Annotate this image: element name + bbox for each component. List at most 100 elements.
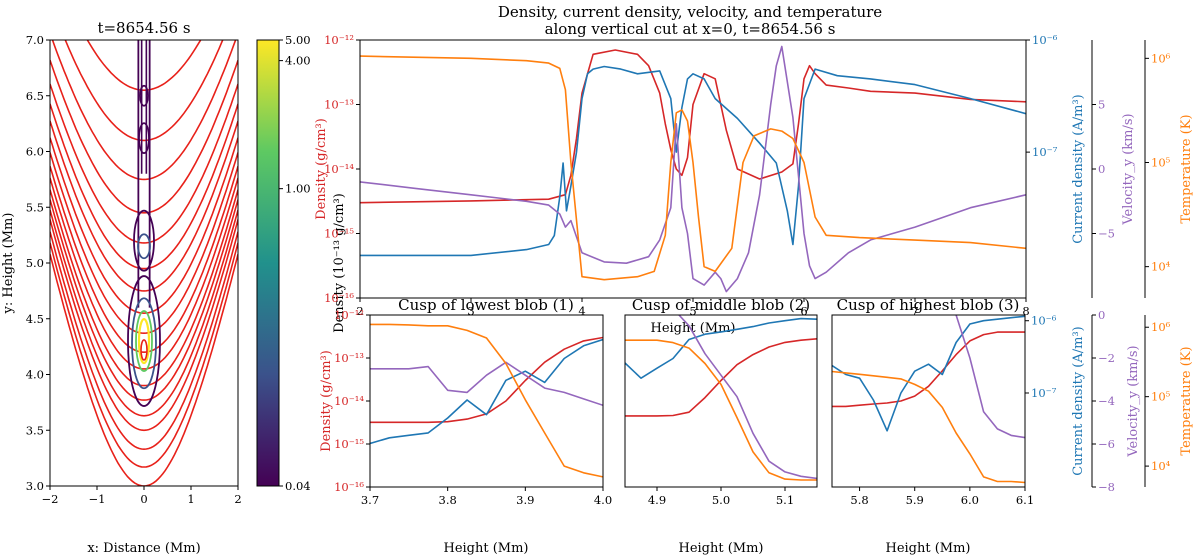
velocity-axis-label: Velocity_y (km/s) [1121, 113, 1136, 225]
cusp-density-axis-label: Density (g/cm³) [319, 350, 334, 452]
cut-series [360, 45, 1026, 293]
field-line [50, 152, 238, 335]
map-y-tick-label: 5.5 [26, 200, 44, 214]
current-axis-tick-label: 10⁻⁶ [1032, 33, 1058, 47]
density-contour [131, 297, 157, 390]
colorbar: 5.00 4.00 1.00 0.04 Density (10⁻¹³ g/cm³) [256, 33, 347, 493]
map-x-label: x: Distance (Mm) [87, 541, 200, 556]
series-line-temperature [832, 370, 1025, 484]
series-line-density [360, 49, 1026, 204]
density-contour [137, 40, 151, 308]
cusp-temperature-axis-tick-label: 10⁴ [1151, 459, 1171, 473]
cusp-density-axis-tick-label: 10⁻¹⁶ [334, 480, 364, 494]
series-line-density [370, 336, 603, 424]
field-line [50, 199, 238, 401]
density-map-panel: t=8654.56 s −2 −1 0 1 2 3.0 3.5 4.0 4.5 5.0 5.5 6.… [1, 19, 242, 556]
density-contour [138, 122, 150, 155]
cusp1-title: Cusp of lowest blob (1) [398, 296, 574, 314]
field-line [50, 242, 238, 468]
map-y-label: y: Height (Mm) [1, 213, 16, 315]
cusp-velocity-axis-label: Velocity_y (km/s) [1126, 345, 1141, 457]
map-y-tick-label: 6.5 [26, 89, 44, 103]
current-axis-tick-label: 10⁻⁷ [1032, 145, 1058, 159]
series-line-temperature [625, 339, 817, 481]
field-line [50, 189, 238, 387]
cusp1-frame [369, 314, 604, 488]
cusp-density-axis-tick-label: 10⁻¹² [334, 308, 364, 322]
x-tick-label: 4 [578, 304, 585, 318]
colorbar-gradient [256, 39, 280, 487]
x-tick-label: 5.1 [776, 493, 794, 507]
colorbar-tick-label: 4.00 [285, 54, 311, 68]
field-lines [50, 40, 238, 486]
x-tick-label: 3.7 [361, 493, 379, 507]
cusp-velocity-axis-tick-label: −2 [1098, 351, 1115, 365]
series-line-current [370, 338, 603, 445]
x-tick-label: 5.0 [712, 493, 730, 507]
map-title: t=8654.56 s [97, 19, 190, 37]
map-x-tick-label: 2 [234, 492, 241, 506]
density-contour [127, 275, 161, 407]
cusp-axes: 3.7 3.8 3.9 4.0 4.9 5.0 5.1 5.8 5.9 6.0 6.1 10⁻¹² 10… [319, 308, 1194, 507]
field-line [51, 40, 237, 181]
cusp-temperature-axis-label: Temperature (K) [1179, 346, 1194, 455]
cusp-density-axis-tick-label: 10⁻¹⁵ [334, 437, 364, 451]
map-x-ticks: −2 −1 0 1 2 [42, 486, 242, 506]
velocity-axis-tick-label: 5 [1098, 98, 1105, 112]
cusp1-x-label: Height (Mm) [443, 541, 528, 556]
x-tick-label: 5.8 [850, 493, 868, 507]
density-contour [135, 310, 153, 372]
cusp-velocity-axis-tick-label: −4 [1098, 394, 1115, 408]
x-tick-label: 8 [1022, 304, 1029, 318]
field-line [64, 40, 224, 142]
cut-title: Density, current density, velocity, and … [498, 3, 882, 21]
colorbar-label: Density (10⁻¹³ g/cm³) [332, 193, 347, 333]
cusp3-series [832, 315, 1025, 484]
cusp-temperature-axis-tick-label: 10⁵ [1151, 390, 1171, 404]
series-line-temperature [370, 323, 603, 478]
density-axis-tick-label: 10⁻¹⁶ [324, 291, 354, 305]
current-axis-label: Current density (A/m³) [1071, 94, 1086, 244]
map-y-tick-label: 4.0 [26, 368, 44, 382]
map-y-ticks: 3.0 3.5 4.0 4.5 5.0 5.5 6.0 6.5 7.0 [26, 33, 50, 493]
x-tick-label: 6 [800, 304, 807, 318]
field-line [50, 209, 238, 417]
series-line-velocity [677, 315, 817, 480]
field-line [50, 103, 238, 270]
density-contour [140, 339, 148, 361]
field-line [86, 40, 202, 92]
x-tick-label: 2 [356, 304, 363, 318]
x-tick-label: 5 [689, 304, 696, 318]
cusp-density-axis-tick-label: 10⁻¹³ [334, 351, 364, 365]
x-tick-label: 3.8 [439, 493, 457, 507]
field-line [50, 137, 238, 315]
cusp-current-axis-label: Current density (A/m³) [1071, 326, 1086, 476]
colorbar-tick-label: 5.00 [285, 33, 311, 47]
cusp-density-axis-tick-label: 10⁻¹⁴ [334, 394, 364, 408]
cusp3-title: Cusp of highest blob (3) [837, 296, 1020, 314]
map-x-tick-label: −2 [42, 492, 59, 506]
series-line-temperature [360, 55, 1026, 281]
series-line-velocity [955, 315, 1025, 439]
temperature-axis-tick-label: 10⁶ [1151, 51, 1171, 65]
velocity-axis-tick-label: −5 [1098, 227, 1115, 241]
temperature-axis-label: Temperature (K) [1179, 114, 1194, 223]
field-line [50, 59, 238, 214]
colorbar-tick-label: 1.00 [285, 182, 311, 196]
field-line [50, 177, 238, 370]
density-axis-tick-label: 10⁻¹⁵ [324, 227, 354, 241]
density-contour [139, 84, 149, 107]
map-y-tick-label: 3.5 [26, 423, 44, 437]
series-line-density [625, 338, 817, 417]
cusp-temperature-axis-tick-label: 10⁶ [1151, 320, 1171, 334]
field-line [50, 83, 238, 244]
map-y-tick-label: 4.5 [26, 312, 44, 326]
map-frame [49, 39, 239, 487]
field-line [50, 253, 238, 486]
series-line-current [832, 315, 1025, 432]
field-line [50, 120, 238, 292]
series-line-density [832, 331, 1025, 408]
x-tick-label: 7 [911, 304, 918, 318]
cusp-current-axis-tick-label: 10⁻⁷ [1031, 386, 1057, 400]
